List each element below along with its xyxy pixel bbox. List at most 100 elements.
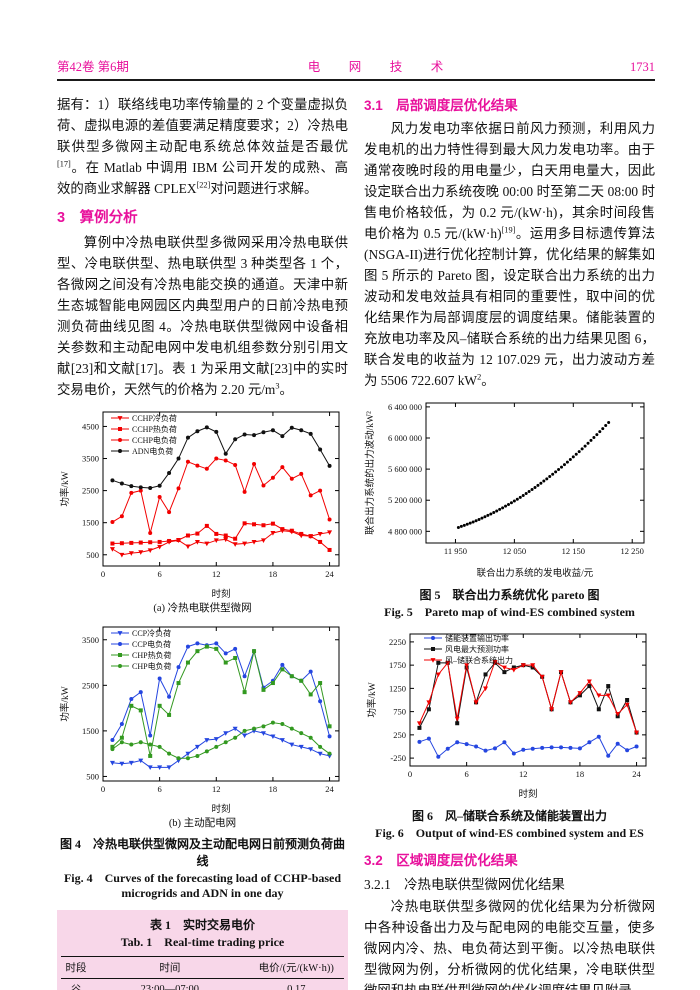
- svg-text:12 150: 12 150: [562, 546, 585, 556]
- svg-text:6 400 000: 6 400 000: [388, 402, 422, 412]
- figure-6-caption-cn: 图 6 风–储联合系统及储能装置出力: [411, 809, 607, 823]
- svg-text:CCP冷负荷: CCP冷负荷: [132, 628, 171, 638]
- table-row: 谷 23:00—07:00 0.17: [61, 979, 344, 990]
- figure-4b: 0 6 12 18 24 500 1500 2500 3500 时刻 功率/kW CCP冷负荷 CCP电…: [57, 619, 348, 830]
- svg-text:3500: 3500: [82, 454, 99, 464]
- svg-text:储能装置输出功率: 储能装置输出功率: [445, 633, 509, 643]
- svg-text:时刻: 时刻: [211, 803, 230, 815]
- table-header-cell: 时间: [159, 963, 181, 974]
- svg-text:0: 0: [101, 784, 105, 794]
- svg-text:18: 18: [269, 784, 278, 794]
- figure-4a-chart: 0 6 12 18 24 500 1500 2500 3500 4500 时刻 功率/kW CCHP冷负…: [59, 411, 340, 600]
- left-column: 据有：1）联络线电功率传输量的 2 个变量虚拟负荷、虚拟电源的差值要满足精度要求…: [57, 94, 348, 990]
- table-cell: 0.17: [287, 984, 306, 990]
- svg-text:1500: 1500: [82, 518, 99, 528]
- svg-text:-250: -250: [390, 753, 406, 763]
- svg-text:功率/kW: 功率/kW: [59, 471, 71, 506]
- svg-text:500: 500: [86, 550, 99, 560]
- svg-text:11 950: 11 950: [444, 546, 467, 556]
- svg-text:12 250: 12 250: [621, 546, 644, 556]
- svg-text:2500: 2500: [82, 486, 99, 496]
- figure-5-caption-en: Fig. 5 Pareto map of wind-ES combined sy…: [384, 605, 635, 619]
- figure-4a: 0 6 12 18 24 500 1500 2500 3500 4500 时刻 功率/kW CCHP冷负…: [57, 404, 348, 615]
- svg-text:5 200 000: 5 200 000: [388, 495, 422, 505]
- svg-text:4500: 4500: [82, 421, 99, 431]
- table-1-title-en: Tab. 1 Real-time trading price: [120, 935, 285, 949]
- figure-4b-subcaption: (b) 主动配电网: [168, 818, 237, 829]
- journal-title: 电 网 技 术: [307, 60, 452, 74]
- svg-text:24: 24: [632, 769, 641, 779]
- table-1: 表 1 实时交易电价 Tab. 1 Real-time trading pric…: [57, 910, 348, 990]
- svg-text:4 800 000: 4 800 000: [388, 526, 422, 536]
- svg-text:CCHP电负荷: CCHP电负荷: [132, 435, 177, 445]
- price-table-body: 谷23:00—07:000.17平07:00—08:00、11:00—18:00…: [61, 979, 344, 990]
- svg-text:18: 18: [269, 569, 278, 579]
- svg-text:24: 24: [325, 569, 334, 579]
- svg-text:6: 6: [158, 569, 162, 579]
- journal-header: 第42卷 第6期 电 网 技 术 1731: [57, 56, 655, 81]
- svg-text:CHP电负荷: CHP电负荷: [132, 661, 172, 671]
- section-heading-3: 3 算例分析: [57, 210, 138, 226]
- figure-4-caption-cn: 图 4 冷热电联供型微网及主动配电网日前预测负荷曲线: [59, 837, 345, 868]
- svg-text:12: 12: [212, 784, 221, 794]
- table-cell: 谷: [61, 979, 91, 990]
- svg-text:0: 0: [101, 569, 105, 579]
- svg-text:3500: 3500: [82, 635, 99, 645]
- figure-4a-subcaption: (a) 冷热电联供型微网: [153, 603, 252, 614]
- table-header-cell: 时段: [65, 963, 87, 974]
- svg-text:CCP电负荷: CCP电负荷: [132, 639, 171, 649]
- svg-text:2500: 2500: [82, 680, 99, 690]
- svg-text:6: 6: [158, 784, 162, 794]
- svg-text:CCHP热负荷: CCHP热负荷: [132, 424, 177, 434]
- svg-text:750: 750: [393, 707, 406, 717]
- table-cell: 23:00—07:00: [140, 984, 199, 990]
- svg-text:CHP热负荷: CHP热负荷: [132, 650, 172, 660]
- paragraph-regional-results: 冷热电联供型多微网的优化结果为分析微网中各种设备出力及与配电网的电能交互量，使多…: [364, 899, 655, 990]
- svg-text:CCHP冷负荷: CCHP冷负荷: [132, 413, 177, 423]
- volume-issue: 第42卷 第6期: [57, 60, 129, 74]
- figure-5-chart: 11 950 12 050 12 150 12 250 4 800 000 5 200 0…: [364, 402, 645, 579]
- paragraph-case-study: 算例中冷热电联供型多微网采用冷热电联供型、冷电联供型、热电联供型 3 种类型各 …: [57, 235, 348, 397]
- section-heading-3-1: 3.1 局部调度层优化结果: [364, 98, 518, 113]
- svg-text:24: 24: [325, 784, 334, 794]
- svg-text:0: 0: [408, 769, 412, 779]
- svg-text:12: 12: [519, 769, 528, 779]
- two-column-body: 据有：1）联络线电功率传输量的 2 个变量虚拟负荷、虚拟电源的差值要满足精度要求…: [57, 94, 655, 990]
- paragraph-continuation: 据有：1）联络线电功率传输量的 2 个变量虚拟负荷、虚拟电源的差值要满足精度要求…: [57, 97, 348, 196]
- svg-text:联合出力系统的发电收益/元: 联合出力系统的发电收益/元: [477, 567, 594, 579]
- svg-text:5 600 000: 5 600 000: [388, 464, 422, 474]
- svg-text:时刻: 时刻: [518, 788, 537, 800]
- svg-text:功率/kW: 功率/kW: [59, 686, 71, 721]
- figure-4-caption-en-line2: microgrids and ADN in one day: [121, 886, 284, 900]
- figure-6: 0 6 12 18 24 -250 250 750 1250 1750 2250 时刻 功率/kW 储能装…: [364, 626, 655, 802]
- svg-text:2250: 2250: [389, 637, 406, 647]
- svg-text:12: 12: [212, 569, 221, 579]
- figure-4-caption-en-line1: Fig. 4 Curves of the forecasting load of…: [63, 871, 342, 885]
- svg-text:6: 6: [465, 769, 469, 779]
- svg-text:12 050: 12 050: [503, 546, 526, 556]
- figure-5: 11 950 12 050 12 150 12 250 4 800 000 5 200 0…: [364, 395, 655, 581]
- page-number: 1731: [630, 60, 655, 74]
- svg-text:1250: 1250: [389, 683, 406, 693]
- svg-text:时刻: 时刻: [211, 588, 230, 600]
- svg-text:风–储联合系统出力: 风–储联合系统出力: [445, 655, 513, 665]
- figure-5-caption-cn: 图 5 联合出力系统优化 pareto 图: [419, 588, 600, 602]
- svg-text:1500: 1500: [82, 726, 99, 736]
- price-table-header-row: 时段 时间 电价/(元/(kW·h)): [61, 956, 344, 979]
- figure-6-caption-en: Fig. 6 Output of wind-ES combined system…: [375, 826, 644, 840]
- svg-text:18: 18: [576, 769, 585, 779]
- svg-text:ADN电负荷: ADN电负荷: [132, 446, 173, 456]
- svg-text:联合出力系统的出力波动/kW²: 联合出力系统的出力波动/kW²: [364, 411, 376, 535]
- svg-text:风电最大预测功率: 风电最大预测功率: [445, 644, 509, 654]
- figure-6-chart: 0 6 12 18 24 -250 250 750 1250 1750 2250 时刻 功率/kW 储能装…: [366, 633, 647, 800]
- table-1-title-cn: 表 1 实时交易电价: [149, 918, 255, 932]
- paragraph-local-dispatch: 风力发电功率依据日前风力预测，利用风力发电机的出力特性得到最大风力发电功率。由于…: [364, 121, 656, 388]
- figure-4b-chart: 0 6 12 18 24 500 1500 2500 3500 时刻 功率/kW CCP冷负荷CCP电…: [59, 626, 340, 815]
- section-heading-3-2: 3.2 区域调度层优化结果: [364, 853, 518, 868]
- svg-text:1750: 1750: [389, 660, 406, 670]
- section-heading-3-2-1: 3.2.1 冷热电联供型微网优化结果: [364, 877, 565, 892]
- svg-text:500: 500: [86, 771, 99, 781]
- right-column: 3.1 局部调度层优化结果 风力发电功率依据日前风力预测，利用风力发电机的出力特…: [364, 94, 655, 990]
